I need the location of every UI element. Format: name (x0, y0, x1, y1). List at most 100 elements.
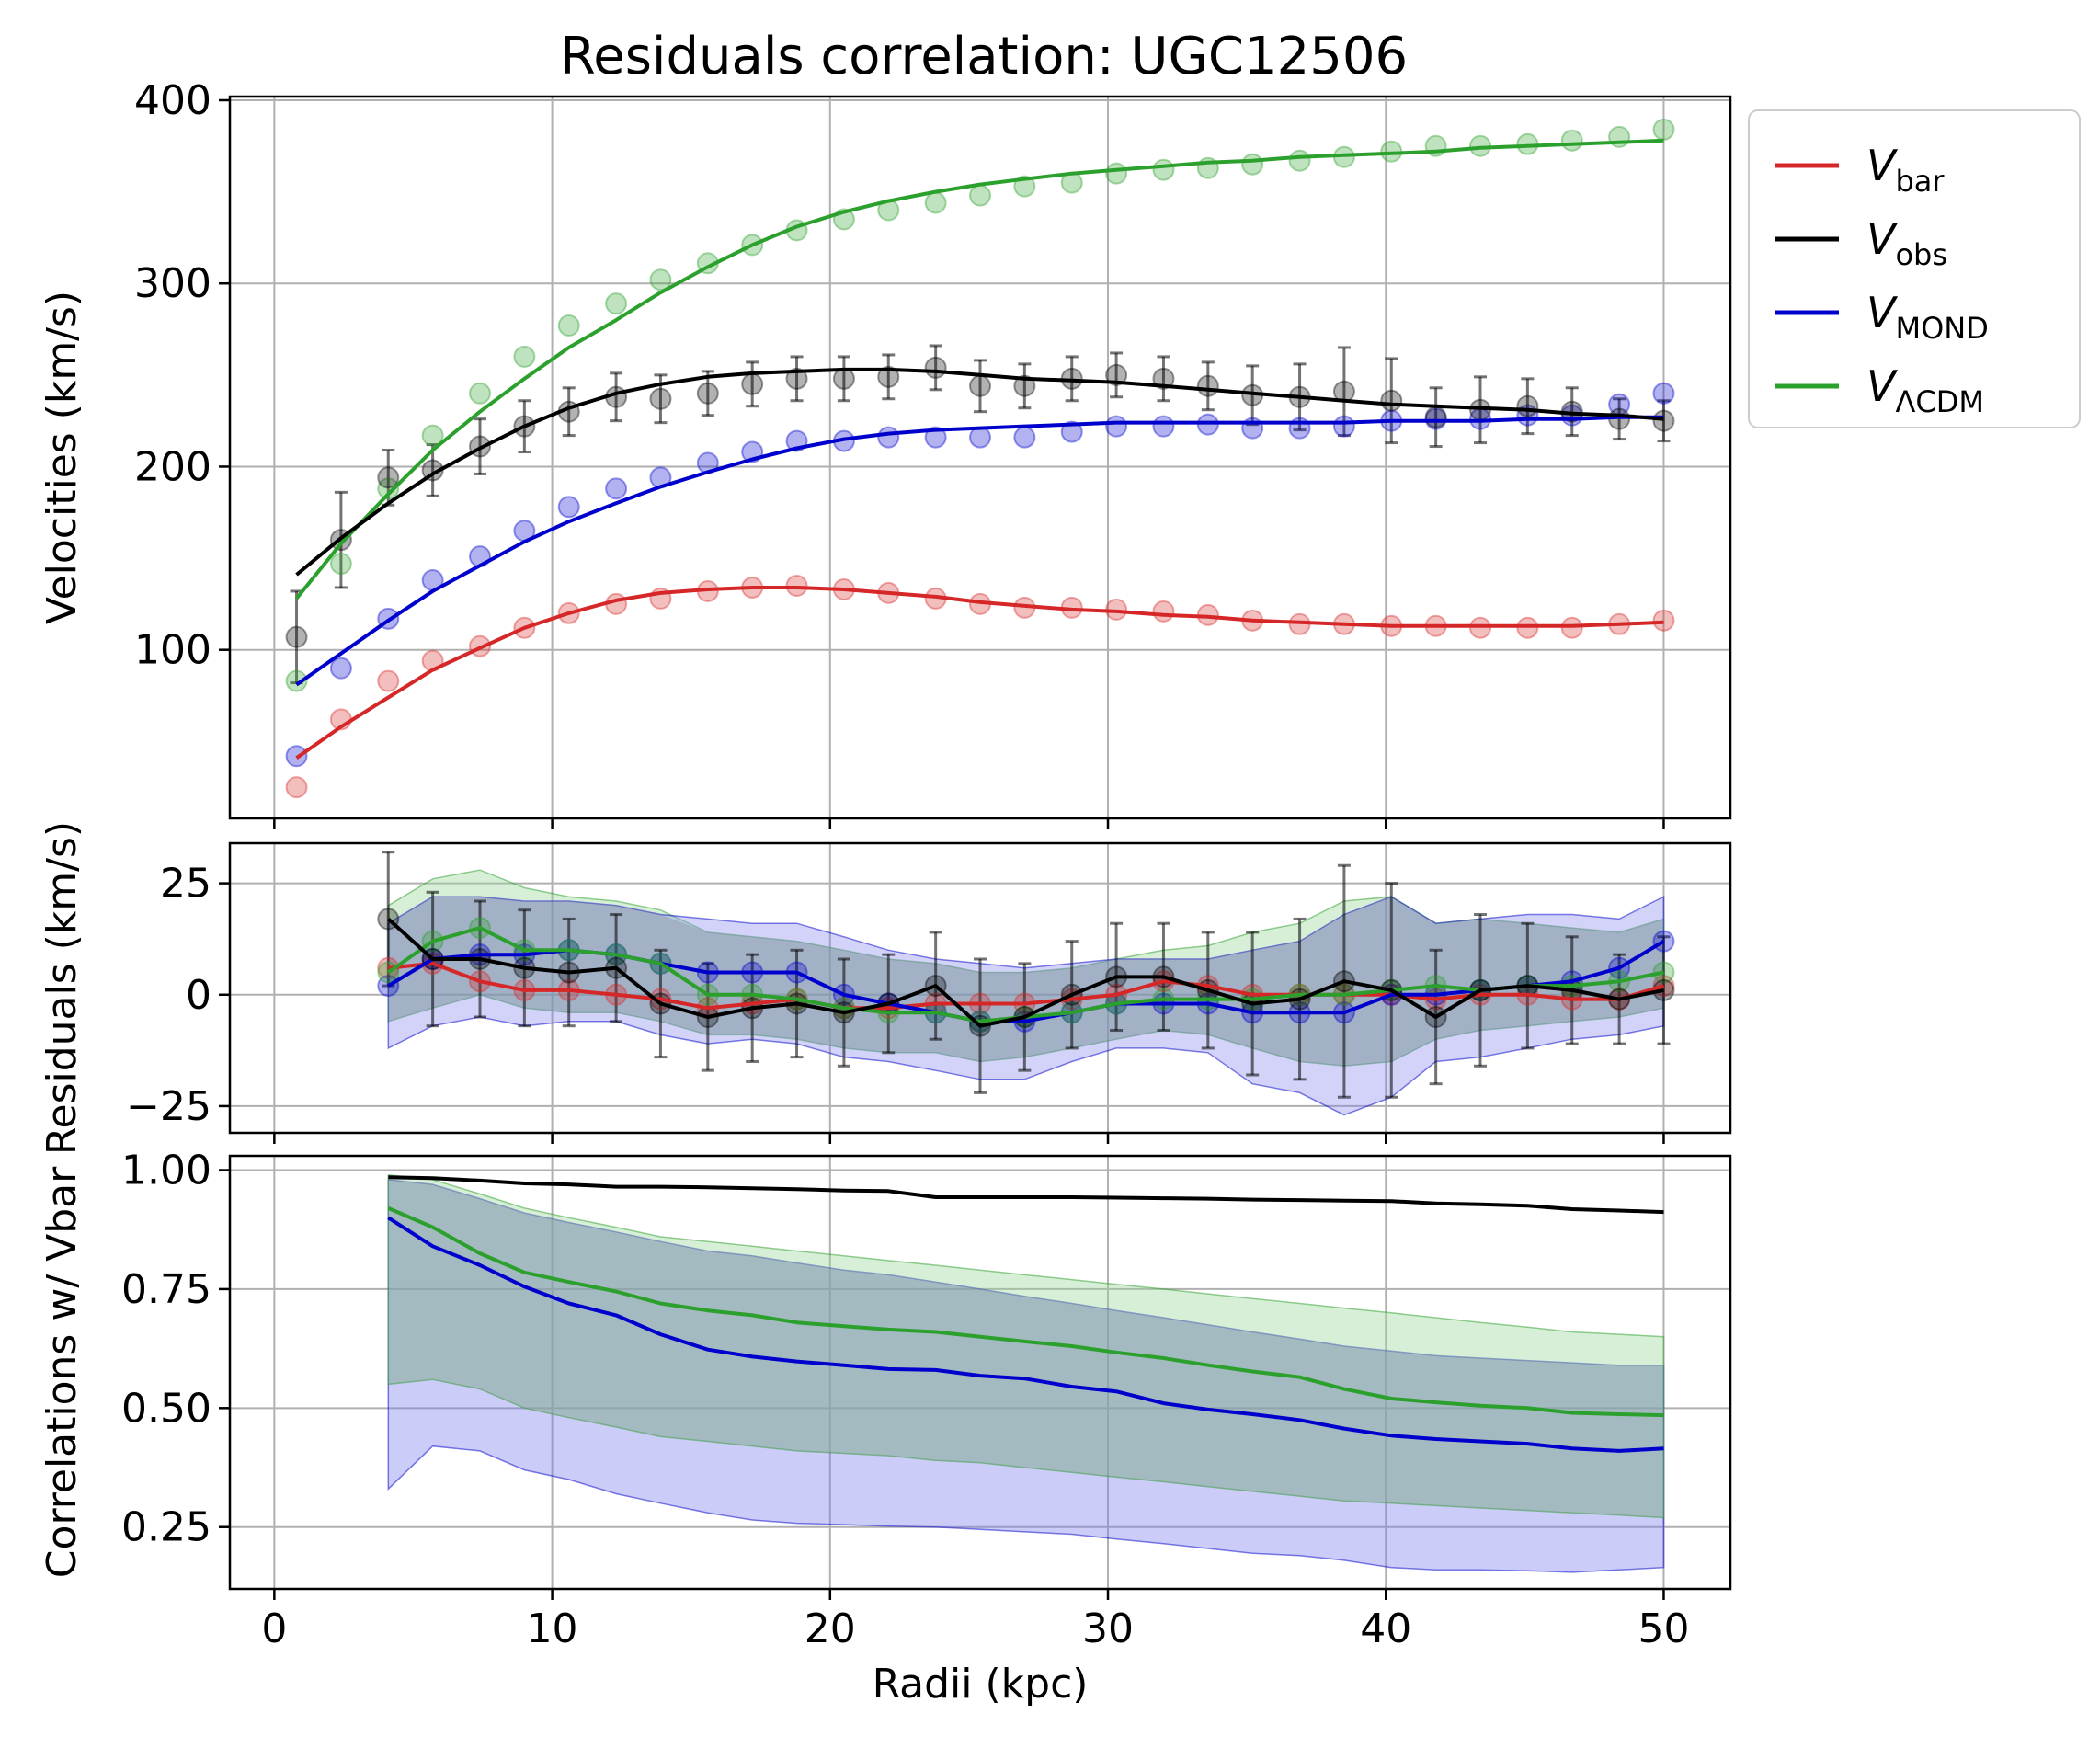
y-tick-label: 0.75 (121, 1266, 211, 1313)
lcdm-point (1152, 158, 1175, 181)
y-axis-label: Residuals (km/s) (39, 821, 86, 1155)
obs-point (649, 387, 672, 410)
bar-residual-line (388, 961, 1665, 1011)
legend-subscript: obs (1895, 237, 1947, 272)
obs-point (877, 365, 900, 388)
lcdm-point (1241, 153, 1264, 176)
legend-subscript: MOND (1895, 311, 1988, 346)
lcdm-band (387, 1173, 1665, 1519)
legend-label-obs: Vobs (1866, 214, 1947, 272)
mond-point (924, 426, 947, 449)
y-axis-label: Velocities (km/s) (39, 291, 86, 624)
obs-point (969, 374, 991, 397)
mond-point (1652, 382, 1675, 405)
obs-point (924, 356, 947, 379)
legend-symbol: V (1866, 214, 1899, 264)
lcdm-curve (294, 138, 1664, 600)
lcdm-point (469, 382, 491, 405)
mond-point (329, 657, 352, 680)
lcdm-point (377, 477, 400, 500)
bar-point (1152, 600, 1175, 623)
mond-point (1424, 407, 1447, 430)
mond-point (1013, 426, 1036, 449)
axes-frame (228, 841, 1732, 1135)
obs-residual-line (386, 917, 1664, 1028)
obs-point (377, 466, 400, 489)
y-tick-label: 400 (134, 77, 211, 124)
lcdm-point (605, 292, 628, 315)
mond-point (1105, 415, 1128, 438)
legend-subscript: bar (1895, 164, 1945, 199)
obs-point (785, 367, 808, 390)
mond-point (1332, 415, 1355, 438)
obs-curve (295, 367, 1664, 577)
y-tick-label: 200 (134, 443, 211, 490)
obs-point (1516, 394, 1539, 417)
lcdm-point (969, 184, 991, 207)
legend-symbol: V (1866, 288, 1899, 337)
obs-point (1152, 367, 1175, 390)
lcdm-point (557, 314, 580, 337)
bar-curve (295, 586, 1664, 760)
residuals-panel: −25 0 25 Residuals (km/s) (39, 821, 1732, 1155)
x-tick-label: 0 (261, 1605, 287, 1652)
obs-correlation-line (388, 1175, 1664, 1215)
bar-point (377, 669, 400, 692)
legend-symbol: V (1866, 141, 1899, 190)
lcdm-point (1652, 118, 1675, 141)
obs-point (1105, 363, 1128, 386)
bar-point (785, 574, 808, 597)
y-tick-label: −25 (126, 1083, 211, 1130)
chart-title: Residuals correlation: UGC12506 (560, 27, 1408, 86)
lcdm-point (421, 424, 444, 447)
lcdm-point (285, 669, 308, 692)
y-axis-label: Correlations w/ Vbar (39, 1166, 86, 1578)
lcdm-point (1105, 162, 1128, 185)
x-axis-label: Radii (kpc) (873, 1661, 1089, 1708)
mond-point (605, 477, 628, 500)
x-tick-label: 50 (1638, 1605, 1689, 1652)
y-tick-label: 0.50 (121, 1385, 211, 1432)
mond-point (877, 426, 900, 449)
velocities-panel: 100 200 300 400 Velocities (km/s) (39, 77, 1732, 829)
mond-point (1196, 413, 1219, 436)
obs-point (1380, 389, 1403, 412)
obs-point (1652, 409, 1675, 432)
obs-point (1196, 374, 1219, 397)
x-tick-label: 30 (1082, 1605, 1134, 1652)
mond-correlation-line (387, 1216, 1664, 1453)
mond-point (557, 496, 580, 519)
axes-frame (228, 1154, 1732, 1591)
mond-band (387, 1179, 1665, 1573)
lcdm-point (649, 268, 672, 291)
mond-point (1152, 415, 1175, 438)
legend-frame (1748, 109, 2081, 428)
legend-label-lcdm: VΛCDM (1866, 361, 1984, 419)
y-tick-label: 0 (186, 972, 211, 1019)
y-tick-label: 25 (160, 861, 211, 908)
mond-curve (295, 415, 1664, 687)
mond-point (1060, 420, 1083, 443)
legend-symbol: V (1866, 361, 1899, 411)
lcdm-point (1288, 149, 1311, 172)
x-tick-label: 20 (805, 1605, 856, 1652)
legend-label-bar: Vbar (1866, 141, 1945, 199)
x-tick-label: 10 (527, 1605, 578, 1652)
lcdm-correlation-line (387, 1206, 1664, 1418)
obs-point (285, 625, 308, 648)
lcdm-point (924, 191, 947, 214)
axes-frame (228, 95, 1732, 820)
lcdm-point (1560, 129, 1583, 152)
bar-point (285, 776, 308, 799)
obs-point (1424, 406, 1447, 428)
obs-point (1013, 374, 1036, 397)
y-tick-label: 300 (134, 260, 211, 307)
y-tick-label: 0.25 (121, 1504, 211, 1551)
correlations-panel: 0 10 20 30 40 50 0.25 0.50 0.75 1.00 Correlations … (39, 1148, 1732, 1708)
bar-point (1652, 609, 1675, 632)
y-tick-label: 1.00 (121, 1148, 211, 1194)
obs-point (696, 382, 719, 405)
y-tick-label: 100 (134, 627, 211, 674)
